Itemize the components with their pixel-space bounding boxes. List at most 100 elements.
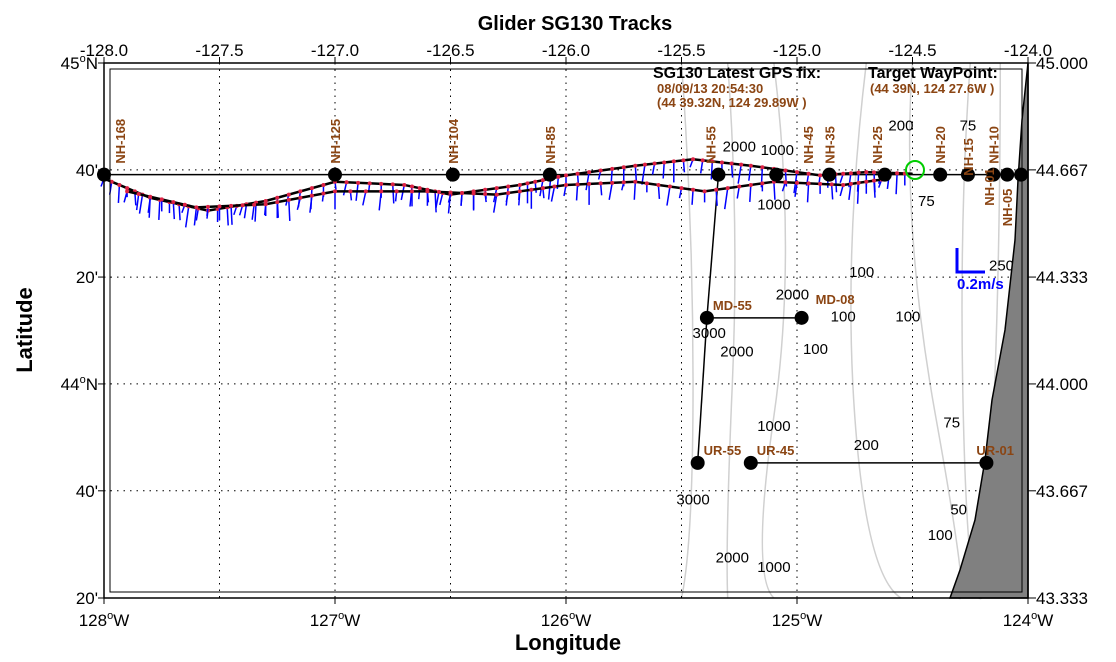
axes: -128.0 -127.5 -127.0 -126.5 -126.0 -125.5 -125… bbox=[61, 41, 1088, 630]
dive-point bbox=[864, 170, 869, 175]
current-vector bbox=[193, 207, 198, 226]
top-tick-label: -126.0 bbox=[542, 41, 590, 60]
top-tick-label: -124.0 bbox=[1004, 41, 1052, 60]
current-vector bbox=[135, 193, 140, 211]
contour-label: 250 bbox=[989, 257, 1014, 274]
current-vector bbox=[691, 189, 694, 205]
contour-line bbox=[726, 62, 736, 599]
right-tick-label: 43.667 bbox=[1036, 482, 1088, 501]
dive-point bbox=[483, 187, 488, 192]
dive-point bbox=[436, 189, 441, 194]
station-label: NH-85 bbox=[543, 126, 558, 164]
current-vector bbox=[662, 162, 665, 179]
current-vector bbox=[243, 204, 248, 219]
dive-point bbox=[109, 179, 114, 184]
current-vector bbox=[518, 191, 521, 206]
station-marker bbox=[960, 167, 975, 182]
dive-point bbox=[633, 179, 638, 184]
dive-point bbox=[633, 163, 638, 168]
current-vector bbox=[439, 192, 444, 206]
dive-point bbox=[529, 187, 534, 192]
dive-point bbox=[725, 186, 730, 191]
dive-point bbox=[286, 192, 291, 197]
dive-point bbox=[348, 189, 353, 194]
current-vector bbox=[460, 192, 463, 206]
current-vector bbox=[434, 191, 437, 213]
dive-point bbox=[494, 192, 499, 197]
dive-point bbox=[691, 157, 696, 162]
current-vector bbox=[773, 181, 776, 200]
current-vector bbox=[715, 189, 718, 206]
dive-point bbox=[240, 203, 245, 208]
dive-point bbox=[506, 190, 511, 195]
current-vector bbox=[723, 188, 729, 210]
dive-point bbox=[148, 194, 153, 199]
stations: NH-168 NH-125 NH-104 NH-85 NH-55 NH-45 NH-35 NH… bbox=[97, 118, 1029, 470]
station-label: NH-168 bbox=[113, 119, 128, 164]
dive-point bbox=[818, 181, 823, 186]
dive-point bbox=[710, 159, 715, 164]
contour-label: 1000 bbox=[757, 559, 790, 576]
current-vector bbox=[608, 182, 613, 200]
top-tick-label: -127.5 bbox=[195, 41, 243, 60]
current-vector bbox=[848, 183, 852, 200]
contour-label: 200 bbox=[854, 437, 879, 454]
dive-point bbox=[517, 189, 522, 194]
scale-label: 0.2m/s bbox=[957, 276, 1004, 293]
dive-point bbox=[610, 166, 615, 171]
target-position: (44 39N, 124 27.6W ) bbox=[870, 81, 994, 96]
current-vector bbox=[806, 183, 810, 203]
current-vector bbox=[226, 207, 229, 226]
dive-point bbox=[760, 181, 765, 186]
station-label: NH-25 bbox=[870, 126, 885, 164]
current-vector bbox=[309, 195, 313, 213]
dive-point bbox=[806, 171, 811, 176]
station-label: MD-55 bbox=[713, 298, 752, 313]
station-label: NH-20 bbox=[933, 126, 948, 164]
contour-label: 2000 bbox=[716, 549, 749, 566]
gps-position: (44 39.32N, 124 29.89W ) bbox=[657, 95, 807, 110]
dive-point bbox=[379, 181, 384, 186]
dive-point bbox=[333, 189, 337, 194]
contour-label: 2000 bbox=[723, 139, 756, 156]
dive-point bbox=[818, 173, 823, 178]
dive-point bbox=[286, 197, 291, 202]
dive-point bbox=[506, 184, 511, 189]
dive-point bbox=[125, 186, 130, 191]
dive-point bbox=[610, 180, 615, 185]
current-vector bbox=[392, 184, 395, 204]
dive-point bbox=[748, 163, 753, 168]
dive-point bbox=[402, 182, 407, 187]
station-marker bbox=[979, 455, 994, 470]
station-marker bbox=[794, 310, 809, 325]
dive-point bbox=[587, 181, 592, 186]
contour-label: 1000 bbox=[757, 418, 790, 435]
current-vector bbox=[378, 191, 382, 211]
scale-arrow-icon bbox=[955, 248, 985, 274]
dive-point bbox=[739, 162, 744, 167]
current-vector bbox=[575, 184, 579, 201]
dive-point bbox=[841, 171, 846, 176]
dive-point bbox=[702, 189, 707, 194]
dive-point bbox=[494, 186, 499, 191]
current-vector bbox=[794, 182, 798, 197]
station-marker bbox=[445, 167, 460, 182]
dive-point bbox=[662, 160, 667, 165]
current-vector bbox=[730, 163, 734, 178]
right-tick-label: 43.333 bbox=[1036, 589, 1088, 608]
dive-point bbox=[194, 205, 199, 210]
contour-label: 1000 bbox=[761, 142, 794, 159]
contour-label: 75 bbox=[918, 193, 935, 210]
sampling-line bbox=[696, 317, 708, 463]
current-vector bbox=[184, 206, 190, 228]
current-vector bbox=[296, 197, 302, 210]
dive-point bbox=[598, 168, 603, 173]
current-vector bbox=[666, 186, 671, 206]
velocity-scale: 0.2m/s bbox=[955, 248, 1004, 293]
current-vector bbox=[682, 160, 686, 173]
station-label: NH-05 bbox=[1000, 189, 1015, 227]
current-vector bbox=[599, 183, 603, 196]
station-label: NH-125 bbox=[328, 119, 343, 164]
bottom-tick-label: 125oW bbox=[772, 610, 823, 630]
